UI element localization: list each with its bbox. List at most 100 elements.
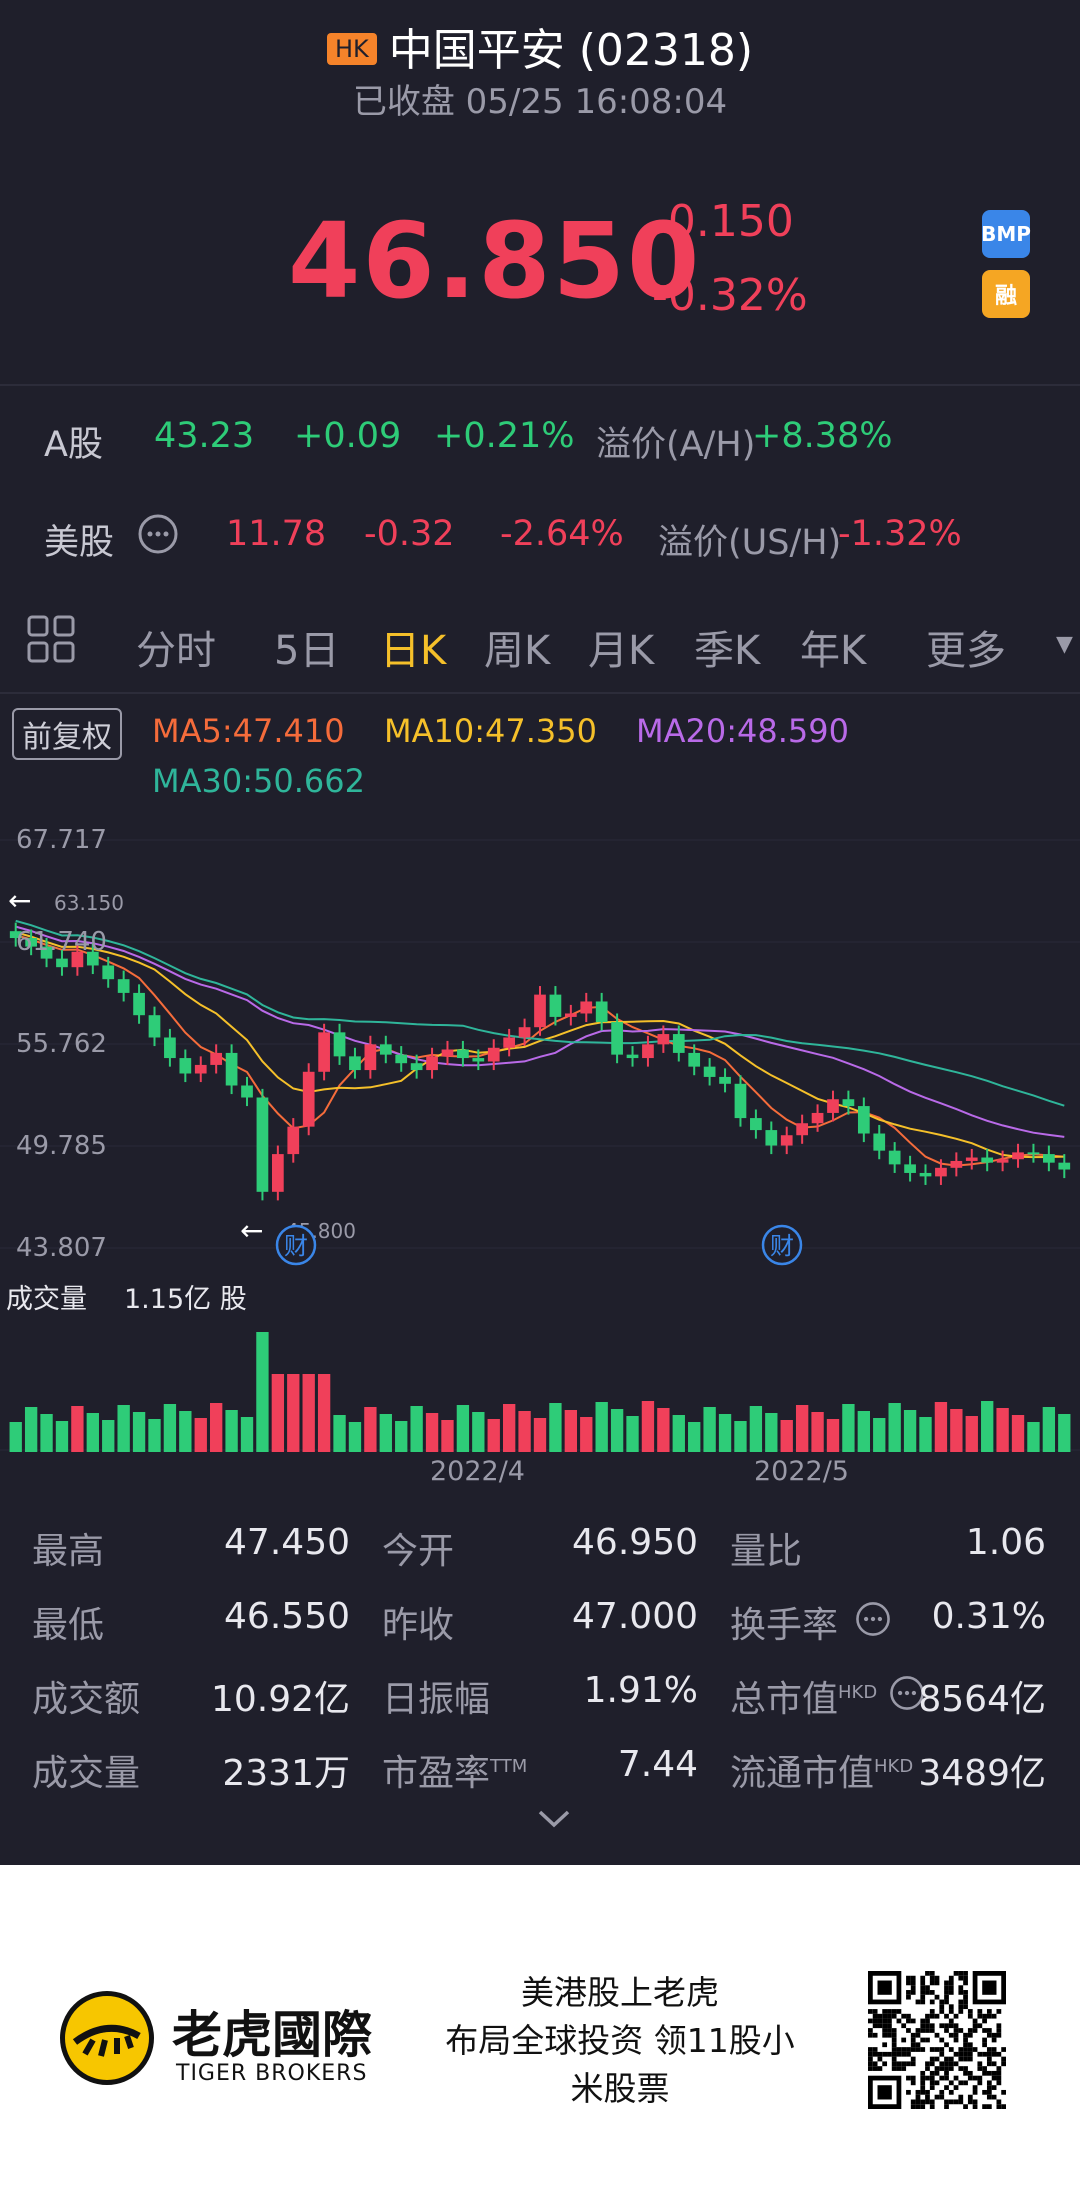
high-marker: 63.150 [54,891,124,915]
stat-prev-close: 47.000 [572,1596,698,1637]
volume-bar [194,1418,207,1452]
earnings-icon[interactable]: 财 [761,1224,803,1266]
svg-text:财: 财 [284,1232,308,1260]
stat-label: 换手率 [730,1605,839,1646]
candle-body [765,1130,778,1146]
info-icon[interactable] [136,512,180,565]
volume-bar [179,1411,192,1452]
candle-body [780,1135,793,1146]
volume-bar [425,1413,439,1452]
candle-body [441,1049,454,1057]
volume-bar [765,1413,778,1452]
ttm-sup: TTM [490,1756,528,1777]
candle-body [56,958,68,968]
tab-yearly-k[interactable]: 年K [800,628,867,674]
candle-body [965,1157,978,1161]
candle-body [796,1123,809,1136]
candle-body [333,1032,346,1057]
ma-line [15,931,1065,1159]
adjust-toggle[interactable]: 前复权 [12,708,122,760]
candle-body [379,1044,392,1055]
volume-bar [518,1411,531,1452]
candle-body [904,1164,916,1173]
currency-sup: HKD [838,1682,878,1703]
candle-body [395,1054,408,1064]
volume-bar [71,1406,84,1452]
tab-daily-k[interactable]: 日K [380,628,447,674]
y-tick-label: 43.807 [16,1233,107,1263]
volume-bar [256,1332,269,1452]
volume-bar [564,1410,578,1452]
stat-high: 47.450 [224,1522,350,1563]
candle-body [86,951,99,966]
margin-badge[interactable]: 融 [982,270,1030,318]
volume-bar [410,1406,423,1452]
volume-bar [225,1410,238,1452]
a-share-change-pct: +0.21% [434,416,575,456]
candle-body [410,1063,423,1071]
currency-sup: HKD [874,1756,914,1777]
candle-body [935,1167,947,1177]
qr-code-icon[interactable] [868,1971,1006,2109]
tab-weekly-k[interactable]: 周K [484,628,551,674]
volume-bar [857,1411,870,1452]
stock-title: 中国平安 (02318) [388,25,754,76]
volume-bar [441,1420,454,1452]
candle-body [503,1037,516,1048]
volume-bar [734,1421,747,1452]
quote-header: HK 中国平安 (02318) 已收盘 05/25 16:08:04 46.850… [0,0,1080,385]
tab-intraday[interactable]: 分时 [136,628,216,674]
grid-icon[interactable] [26,614,76,674]
tab-quarterly-k[interactable]: 季K [694,628,761,674]
promo-footer: 老虎國際 TIGER BROKERS 美港股上老虎 布局全球投资 领11股小 米… [0,1865,1080,2210]
info-icon[interactable] [854,1600,892,1647]
candle-body [164,1037,176,1059]
volume-bar [1027,1422,1040,1452]
candle-body [580,1001,593,1014]
volume-bar [811,1412,824,1452]
candle-body [287,1126,300,1155]
a-share-row[interactable]: A股 43.23 +0.09 +0.21% 溢价(A/H) +8.38% [0,408,1080,468]
candle-body [888,1150,901,1165]
volume-bar [718,1414,732,1452]
volume-bar [950,1409,963,1452]
candle-body [595,1001,608,1023]
y-tick-label: 67.717 [16,825,107,855]
candle-body [1012,1152,1024,1160]
volume-bar [703,1407,716,1452]
volume-bar [795,1405,809,1452]
candle-body [25,938,37,947]
candlestick-chart[interactable]: 67.717 61.740 55.762 49.785 43.807 ← 63.… [0,810,1080,1500]
us-share-row[interactable]: 美股 11.78 -0.32 -2.64% 溢价(US/H) -1.32% [0,506,1080,566]
candle-body [302,1071,315,1127]
stat-amount: 10.92亿 [210,1679,350,1720]
stat-label: 量比 [730,1531,803,1572]
chevron-down-icon[interactable]: ▼ [1056,632,1073,657]
candle-body [102,965,115,980]
x-tick-label: 2022/4 [430,1456,525,1487]
earnings-icon[interactable]: 财 [275,1224,317,1266]
tab-5day[interactable]: 5日 [274,628,340,674]
ma10-label: MA10:47.350 [384,712,597,750]
last-price: 46.850 [288,200,702,322]
candle-body [256,1097,269,1192]
candle-body [611,1022,623,1055]
expand-chevron-icon[interactable] [536,1808,572,1834]
status-text: 已收盘 [352,82,455,122]
volume-bar [317,1374,331,1452]
bmp-badge[interactable]: BMP [981,210,1031,258]
us-premium: -1.32% [838,514,962,554]
a-share-price: 43.23 [154,416,255,456]
us-premium-label: 溢价(US/H) [658,523,842,563]
candle-body [857,1106,870,1134]
candle-body [318,1032,330,1072]
tab-monthly-k[interactable]: 月K [588,628,655,674]
slogan: 美港股上老虎 布局全球投资 领11股小 米股票 [420,1969,820,2113]
volume-bar [132,1412,146,1452]
tab-more[interactable]: 更多 [926,628,1006,674]
candle-body [457,1049,469,1059]
candle-body [642,1044,654,1059]
info-icon[interactable] [888,1674,926,1721]
candle-body [719,1076,731,1084]
candle-body [996,1159,1009,1163]
